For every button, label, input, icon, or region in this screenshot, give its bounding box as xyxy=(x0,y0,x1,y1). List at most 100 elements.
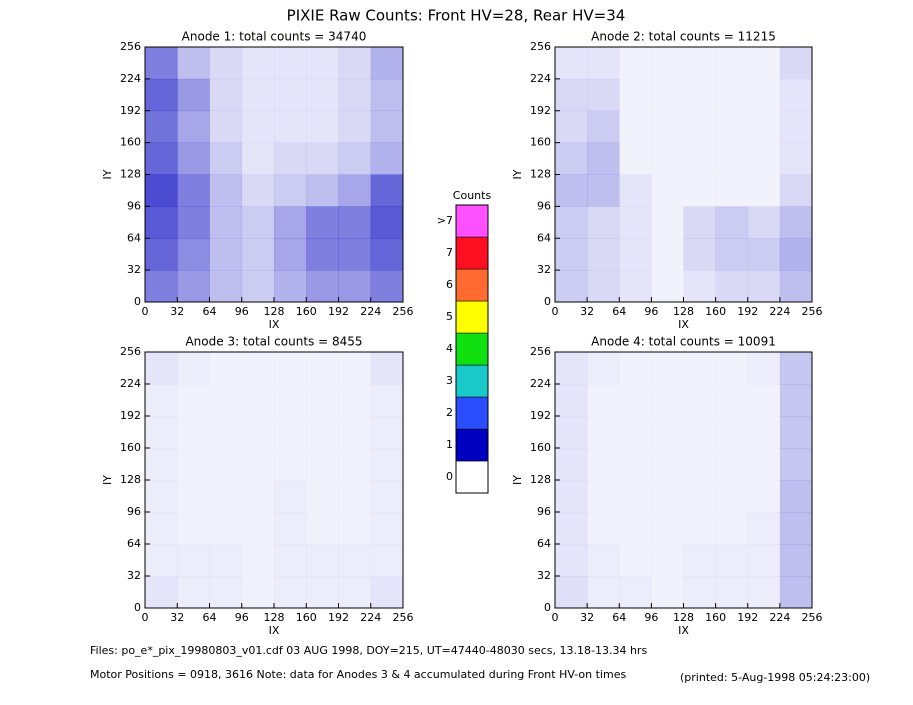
count-cell xyxy=(619,544,652,577)
count-cell xyxy=(683,544,716,577)
x-tick-label: 192 xyxy=(328,611,349,624)
count-cell xyxy=(338,110,372,143)
count-cell xyxy=(651,448,684,481)
count-cell xyxy=(683,238,716,271)
count-cell xyxy=(555,110,588,143)
x-tick-label: 32 xyxy=(170,305,184,318)
count-cell xyxy=(338,512,372,545)
count-cell xyxy=(747,270,781,303)
count-cell xyxy=(306,47,339,80)
count-cell xyxy=(274,544,307,577)
count-cell xyxy=(177,352,210,385)
count-cell xyxy=(715,78,749,112)
count-cell xyxy=(715,110,749,143)
count-cell xyxy=(145,142,178,175)
count-cell xyxy=(619,270,652,303)
count-cell xyxy=(651,142,684,175)
count-cell xyxy=(306,270,339,303)
count-cell xyxy=(177,270,210,303)
count-cell xyxy=(747,78,781,112)
x-axis-label: IX xyxy=(269,318,280,331)
count-cell xyxy=(209,78,243,112)
count-cell xyxy=(779,576,813,609)
color-label: 6 xyxy=(446,278,453,291)
count-cell xyxy=(241,448,275,481)
count-cell xyxy=(683,480,716,513)
count-cell xyxy=(555,352,588,385)
count-cell xyxy=(177,47,210,80)
count-cell xyxy=(370,416,404,449)
count-cell xyxy=(555,238,588,271)
count-cell xyxy=(274,384,307,417)
count-cell xyxy=(241,47,275,80)
count-cell xyxy=(715,512,749,545)
count-cell xyxy=(715,448,749,481)
count-cell xyxy=(209,47,243,80)
count-cell xyxy=(587,448,620,481)
count-cell xyxy=(370,512,404,545)
count-cell xyxy=(274,448,307,481)
y-tick-label: 192 xyxy=(120,409,141,422)
color-swatch xyxy=(455,300,489,334)
count-cell xyxy=(619,110,652,143)
count-cell xyxy=(683,47,716,80)
count-cell xyxy=(306,384,339,417)
x-tick-label: 128 xyxy=(673,305,694,318)
count-cell xyxy=(651,110,684,143)
count-cell xyxy=(683,110,716,143)
count-cell xyxy=(177,384,210,417)
panel-title: Anode 2: total counts = 11215 xyxy=(591,30,776,44)
count-cell xyxy=(779,78,813,112)
y-tick-label: 96 xyxy=(537,199,551,212)
count-cell xyxy=(587,174,620,207)
count-cell xyxy=(747,238,781,271)
y-tick-label: 160 xyxy=(120,441,141,454)
count-cell xyxy=(747,47,781,80)
count-cell xyxy=(619,206,652,239)
count-cell xyxy=(651,270,684,303)
y-tick-label: 128 xyxy=(530,473,551,486)
count-cell xyxy=(306,544,339,577)
x-tick-label: 128 xyxy=(264,305,285,318)
count-cell xyxy=(306,142,339,175)
count-cell xyxy=(306,576,339,609)
y-tick-label: 256 xyxy=(530,40,551,53)
count-cell xyxy=(747,174,781,207)
y-tick-label: 128 xyxy=(530,168,551,181)
count-cell xyxy=(619,78,652,112)
y-tick-label: 192 xyxy=(530,104,551,117)
y-axis-label: IY xyxy=(511,475,524,485)
count-cell xyxy=(747,576,781,609)
count-cell xyxy=(779,47,813,80)
x-tick-label: 160 xyxy=(705,611,726,624)
count-cell xyxy=(209,270,243,303)
count-cell xyxy=(651,206,684,239)
count-cell xyxy=(619,47,652,80)
count-cell xyxy=(370,270,404,303)
count-cell xyxy=(779,206,813,239)
count-cell xyxy=(555,448,588,481)
count-cell xyxy=(587,270,620,303)
count-cell xyxy=(306,174,339,207)
count-cell xyxy=(209,206,243,239)
count-cell xyxy=(715,384,749,417)
count-cell xyxy=(715,480,749,513)
count-cell xyxy=(145,238,178,271)
count-cell xyxy=(370,576,404,609)
y-tick-label: 64 xyxy=(127,231,141,244)
count-cell xyxy=(683,352,716,385)
count-cell xyxy=(209,576,243,609)
count-cell xyxy=(241,352,275,385)
count-cell xyxy=(779,238,813,271)
y-tick-label: 224 xyxy=(120,377,141,390)
count-cell xyxy=(587,110,620,143)
count-cell xyxy=(587,206,620,239)
count-cell xyxy=(779,352,813,385)
count-cell xyxy=(683,270,716,303)
count-cell xyxy=(779,416,813,449)
count-cell xyxy=(651,174,684,207)
count-cell xyxy=(145,352,178,385)
x-tick-label: 160 xyxy=(296,611,317,624)
count-cell xyxy=(370,384,404,417)
